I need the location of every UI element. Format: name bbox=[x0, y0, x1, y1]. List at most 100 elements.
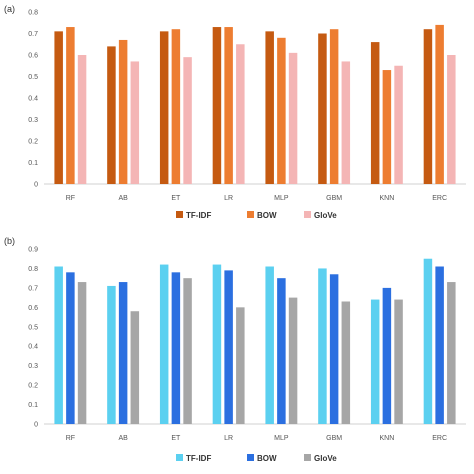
y-tick-label: 0.6 bbox=[28, 305, 38, 312]
y-tick-label: 0.8 bbox=[28, 10, 38, 17]
bar-tf-idf-knn bbox=[370, 299, 380, 424]
bar-bow-erc bbox=[435, 266, 444, 424]
y-tick-label: 0.7 bbox=[28, 285, 38, 292]
legend-label: TF-IDF bbox=[186, 211, 211, 220]
bar-tf-idf-lr bbox=[212, 264, 222, 424]
bar-bow-mlp bbox=[277, 37, 286, 184]
bar-bow-ab bbox=[118, 39, 128, 185]
bar-tf-idf-erc bbox=[423, 258, 433, 424]
category-label: RF bbox=[66, 195, 75, 202]
legend-swatch bbox=[304, 454, 311, 461]
bar-glove-mlp bbox=[288, 297, 298, 424]
y-tick-label: 0.2 bbox=[28, 139, 38, 146]
bar-glove-gbm bbox=[341, 61, 351, 185]
legend-label: GloVe bbox=[314, 211, 337, 220]
legend-swatch bbox=[304, 211, 311, 218]
bar-tf-idf-rf bbox=[54, 31, 63, 184]
bar-bow-gbm bbox=[329, 29, 339, 185]
bar-bow-knn bbox=[382, 70, 392, 184]
panel-label: (a) bbox=[4, 4, 15, 14]
panel-label: (b) bbox=[4, 236, 15, 246]
category-label: ERC bbox=[432, 435, 447, 442]
category-label: KNN bbox=[379, 435, 394, 442]
category-label: ERC bbox=[432, 195, 447, 202]
bar-glove-rf bbox=[77, 282, 87, 424]
bar-glove-lr bbox=[236, 44, 245, 184]
legend-label: BOW bbox=[257, 211, 277, 220]
category-label: KNN bbox=[379, 195, 394, 202]
bar-tf-idf-ab bbox=[107, 285, 116, 424]
category-label: AB bbox=[118, 195, 128, 202]
bar-glove-rf bbox=[77, 55, 87, 184]
category-label: RF bbox=[66, 435, 75, 442]
y-tick-label: 0.9 bbox=[28, 247, 38, 254]
bar-bow-lr bbox=[224, 270, 233, 424]
bar-glove-lr bbox=[236, 307, 245, 424]
bar-bow-erc bbox=[435, 24, 444, 185]
y-tick-label: 0 bbox=[34, 182, 38, 189]
y-tick-label: 0.1 bbox=[28, 160, 38, 167]
legend-label: BOW bbox=[257, 454, 277, 463]
category-label: AB bbox=[118, 435, 128, 442]
bar-glove-knn bbox=[394, 299, 403, 424]
bar-glove-et bbox=[183, 57, 192, 184]
bar-bow-et bbox=[171, 272, 181, 424]
legend-swatch bbox=[176, 454, 183, 461]
bar-tf-idf-gbm bbox=[318, 33, 327, 184]
bar-tf-idf-erc bbox=[423, 29, 433, 185]
legend-label: GloVe bbox=[314, 454, 337, 463]
y-tick-label: 0.1 bbox=[28, 402, 38, 409]
legend-swatch bbox=[247, 454, 254, 461]
bar-glove-knn bbox=[394, 65, 403, 184]
bar-bow-rf bbox=[66, 272, 75, 424]
bar-glove-ab bbox=[130, 311, 140, 424]
y-tick-label: 0.6 bbox=[28, 53, 38, 60]
y-tick-label: 0.5 bbox=[28, 74, 38, 81]
y-tick-label: 0.8 bbox=[28, 266, 38, 273]
bar-bow-knn bbox=[382, 287, 392, 424]
bar-bow-rf bbox=[66, 27, 75, 184]
bar-glove-et bbox=[183, 278, 192, 424]
bar-tf-idf-knn bbox=[370, 42, 380, 184]
legend-label: TF-IDF bbox=[186, 454, 211, 463]
y-tick-label: 0.3 bbox=[28, 363, 38, 370]
y-tick-label: 0.2 bbox=[28, 383, 38, 390]
bar-glove-erc bbox=[447, 55, 456, 184]
panel-a: (a) 0 0.1 0.2 0.3 0.4 0.5 0.6 0.7 0.8 RF AB ET LR MLP G… bbox=[4, 4, 466, 220]
category-label: LR bbox=[224, 195, 233, 202]
bar-tf-idf-gbm bbox=[318, 268, 327, 424]
category-label: ET bbox=[171, 435, 181, 442]
y-tick-label: 0 bbox=[34, 422, 38, 429]
bar-glove-erc bbox=[447, 282, 456, 424]
bar-tf-idf-et bbox=[159, 264, 169, 424]
y-tick-label: 0.7 bbox=[28, 31, 38, 38]
y-tick-label: 0.4 bbox=[28, 96, 38, 103]
y-tick-label: 0.5 bbox=[28, 324, 38, 331]
bar-tf-idf-rf bbox=[54, 266, 63, 424]
category-label: GBM bbox=[326, 435, 342, 442]
bar-glove-mlp bbox=[288, 52, 298, 184]
category-label: LR bbox=[224, 435, 233, 442]
category-label: ET bbox=[171, 195, 181, 202]
y-tick-label: 0.4 bbox=[28, 344, 38, 351]
panel-b: (b) 0 0.1 0.2 0.3 0.4 0.5 0.6 0.7 0.8 0.9 RF AB ET LR M… bbox=[4, 236, 466, 463]
category-label: MLP bbox=[274, 195, 289, 202]
bar-bow-ab bbox=[118, 282, 128, 424]
category-label: MLP bbox=[274, 435, 289, 442]
bar-glove-ab bbox=[130, 61, 140, 185]
bar-glove-gbm bbox=[341, 301, 351, 424]
bar-tf-idf-et bbox=[159, 31, 169, 184]
y-tick-label: 0.3 bbox=[28, 117, 38, 124]
bar-tf-idf-mlp bbox=[265, 266, 274, 424]
bar-bow-mlp bbox=[277, 278, 286, 424]
category-label: GBM bbox=[326, 195, 342, 202]
bar-tf-idf-ab bbox=[107, 46, 116, 185]
bar-bow-lr bbox=[224, 27, 233, 184]
bar-tf-idf-lr bbox=[212, 27, 222, 184]
bar-bow-et bbox=[171, 29, 181, 185]
bar-tf-idf-mlp bbox=[265, 31, 274, 184]
legend-swatch bbox=[247, 211, 254, 218]
legend-swatch bbox=[176, 211, 183, 218]
